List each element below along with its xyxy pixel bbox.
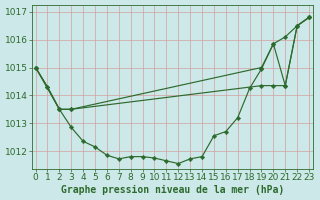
X-axis label: Graphe pression niveau de la mer (hPa): Graphe pression niveau de la mer (hPa)	[61, 185, 284, 195]
